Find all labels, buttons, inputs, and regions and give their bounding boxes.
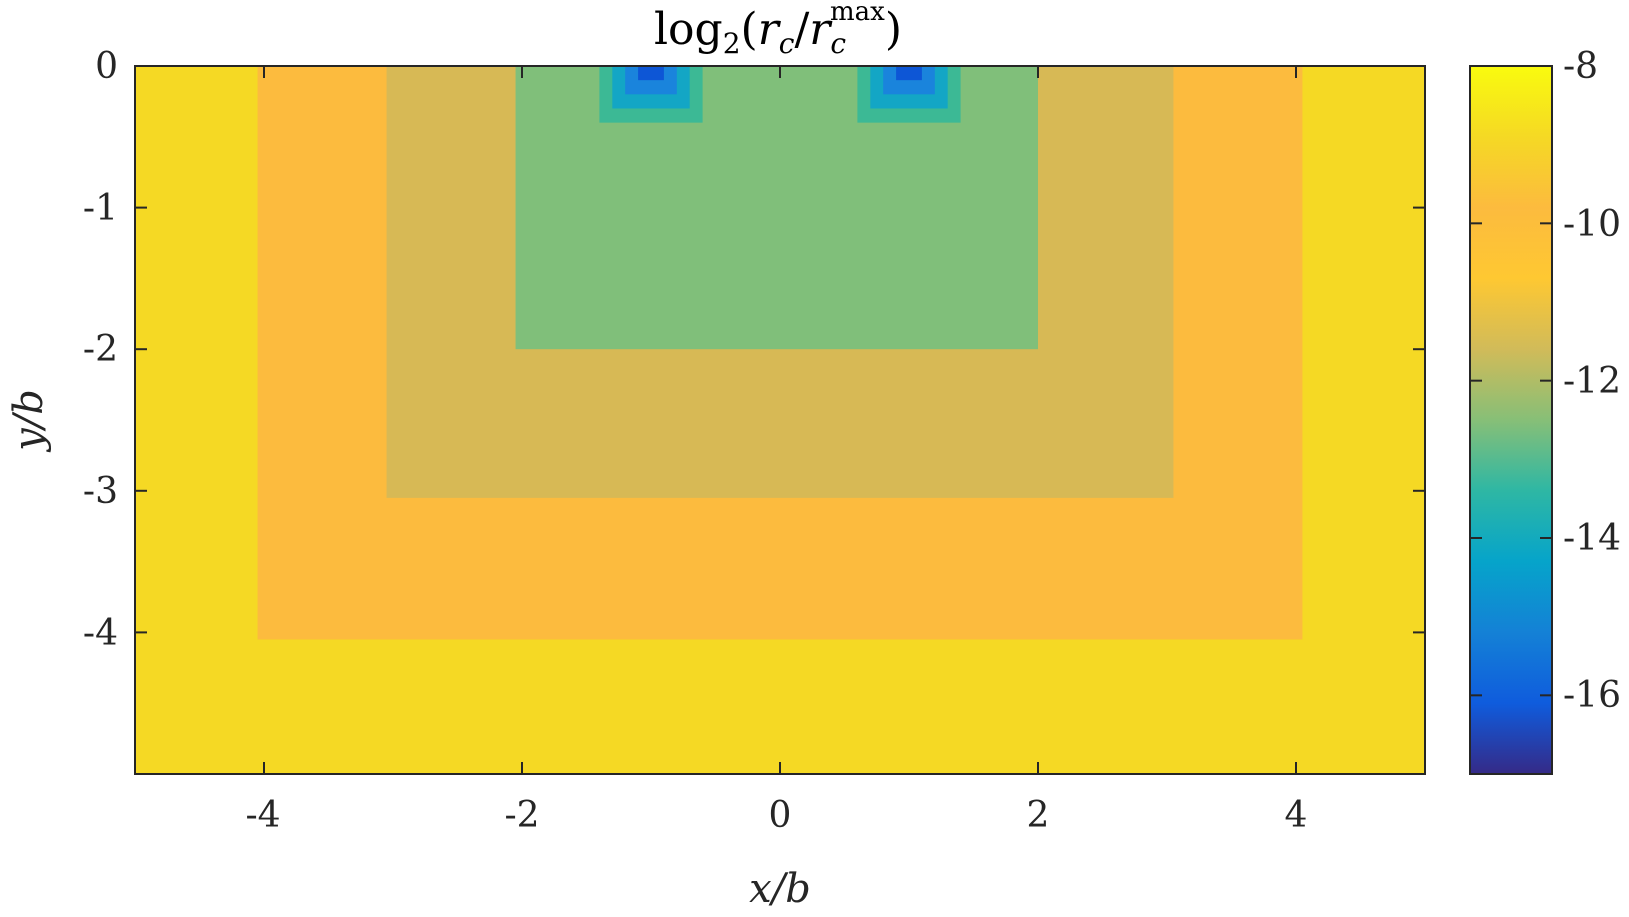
x-tick-label: 4 xyxy=(1285,795,1308,836)
heatmap-region-right-source-core xyxy=(896,66,922,81)
y-tick-label: -1 xyxy=(83,188,118,229)
colorbar xyxy=(1469,65,1553,775)
y-tick-label: -4 xyxy=(83,613,118,654)
title-prefix: log xyxy=(654,4,723,55)
title-denominator-sup: max xyxy=(830,0,885,27)
heatmap-region-left-source-core xyxy=(638,66,664,81)
axis-ticks xyxy=(135,65,1425,774)
x-tick-labels: -4 -2 0 2 4 xyxy=(245,795,1307,836)
title-denominator: r xyxy=(809,4,833,55)
colorbar-tick-label: -12 xyxy=(1563,361,1621,402)
chart-title: log2(rc/rcmax) xyxy=(654,0,902,60)
x-tick-label: -2 xyxy=(504,795,539,836)
x-tick-label: 0 xyxy=(769,795,792,836)
y-axis-label: y/b xyxy=(6,389,52,453)
colorbar-tick-labels: -8 -10 -12 -14 -16 xyxy=(1563,46,1621,716)
colorbar-tick-label: -10 xyxy=(1563,204,1621,245)
title-prefix-sub: 2 xyxy=(723,27,741,60)
y-tick-label: -3 xyxy=(83,471,118,512)
title-numerator-sub: c xyxy=(779,27,795,60)
x-tick-label: 2 xyxy=(1027,795,1050,836)
title-open-paren: ( xyxy=(741,4,758,55)
heatmap-regions xyxy=(135,66,1425,774)
colorbar-ticks xyxy=(1470,65,1552,697)
title-slash: / xyxy=(794,4,809,55)
title-denominator-sub: c xyxy=(830,27,846,60)
x-axis-label: x/b xyxy=(749,866,811,912)
colorbar-tick-label: -8 xyxy=(1563,46,1598,87)
colorbar-tick-label: -16 xyxy=(1563,675,1621,716)
colorbar-tick-label: -14 xyxy=(1563,518,1621,559)
title-close-paren: ) xyxy=(885,4,902,55)
y-tick-label: -2 xyxy=(83,329,118,370)
y-tick-labels: 0 -1 -2 -3 -4 xyxy=(83,46,118,654)
y-tick-label: 0 xyxy=(95,46,118,87)
title-numerator: r xyxy=(758,4,782,55)
x-tick-label: -4 xyxy=(245,795,280,836)
